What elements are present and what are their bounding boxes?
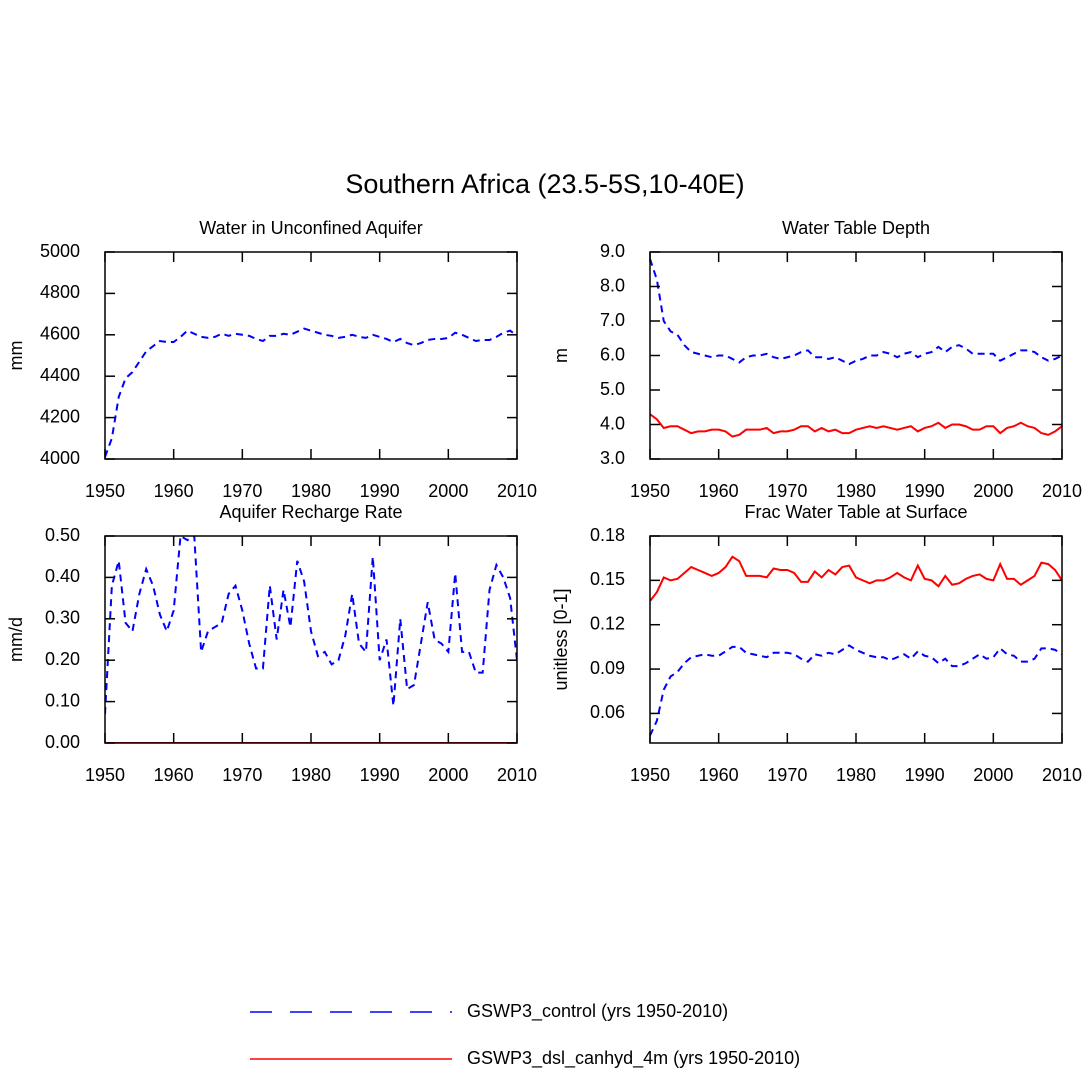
y-axis-label: mm xyxy=(6,341,26,371)
y-tick-label: 5000 xyxy=(40,241,80,261)
data-line xyxy=(105,536,517,715)
x-tick-label: 2010 xyxy=(1042,765,1082,785)
y-tick-label: 3.0 xyxy=(600,448,625,468)
x-tick-label: 1980 xyxy=(836,481,876,501)
x-tick-label: 1970 xyxy=(222,481,262,501)
y-axis-label: mm/d xyxy=(6,617,26,662)
panel-title: Aquifer Recharge Rate xyxy=(219,502,402,522)
x-tick-label: 1950 xyxy=(85,765,125,785)
y-tick-label: 4800 xyxy=(40,282,80,302)
x-tick-label: 1980 xyxy=(291,765,331,785)
y-tick-label: 6.0 xyxy=(600,344,625,364)
y-tick-label: 0.50 xyxy=(45,525,80,545)
x-tick-label: 1990 xyxy=(360,481,400,501)
y-axis-label: unitless [0-1] xyxy=(551,588,571,690)
y-tick-label: 4600 xyxy=(40,324,80,344)
figure-title: Southern Africa (23.5-5S,10-40E) xyxy=(345,169,744,199)
y-tick-label: 0.06 xyxy=(590,702,625,722)
x-tick-label: 2000 xyxy=(973,481,1013,501)
x-tick-label: 2010 xyxy=(497,481,537,501)
y-tick-label: 4200 xyxy=(40,406,80,426)
x-tick-label: 1960 xyxy=(699,481,739,501)
data-line xyxy=(650,413,1062,438)
y-tick-label: 0.00 xyxy=(45,732,80,752)
panel-title: Water Table Depth xyxy=(782,218,930,238)
y-tick-label: 0.10 xyxy=(45,690,80,710)
y-tick-label: 4400 xyxy=(40,365,80,385)
y-tick-label: 0.12 xyxy=(590,613,625,633)
y-tick-label: 0.18 xyxy=(590,525,625,545)
x-tick-label: 2000 xyxy=(428,481,468,501)
x-tick-label: 1960 xyxy=(699,765,739,785)
x-tick-label: 1950 xyxy=(85,481,125,501)
data-line xyxy=(105,327,517,458)
x-tick-label: 1990 xyxy=(905,765,945,785)
data-line xyxy=(650,258,1062,366)
x-tick-label: 2000 xyxy=(973,765,1013,785)
x-tick-label: 1990 xyxy=(360,765,400,785)
y-tick-label: 5.0 xyxy=(600,379,625,399)
y-tick-label: 4000 xyxy=(40,448,80,468)
x-tick-label: 1970 xyxy=(222,765,262,785)
legend-label: GSWP3_dsl_canhyd_4m (yrs 1950-2010) xyxy=(467,1048,800,1069)
y-tick-label: 4.0 xyxy=(600,413,625,433)
x-tick-label: 1960 xyxy=(154,765,194,785)
y-tick-label: 7.0 xyxy=(600,310,625,330)
y-axis-label: m xyxy=(551,348,571,363)
x-tick-label: 1960 xyxy=(154,481,194,501)
y-tick-label: 0.30 xyxy=(45,608,80,628)
panel-title: Frac Water Table at Surface xyxy=(744,502,967,522)
data-line xyxy=(650,555,1062,602)
y-tick-label: 8.0 xyxy=(600,275,625,295)
y-tick-label: 9.0 xyxy=(600,241,625,261)
y-tick-label: 0.15 xyxy=(590,569,625,589)
y-tick-label: 0.20 xyxy=(45,649,80,669)
x-tick-label: 1970 xyxy=(767,765,807,785)
x-tick-label: 2010 xyxy=(1042,481,1082,501)
y-tick-label: 0.09 xyxy=(590,658,625,678)
x-tick-label: 1990 xyxy=(905,481,945,501)
y-tick-label: 0.40 xyxy=(45,566,80,586)
x-tick-label: 1980 xyxy=(291,481,331,501)
x-tick-label: 2000 xyxy=(428,765,468,785)
x-tick-label: 2010 xyxy=(497,765,537,785)
legend-label: GSWP3_control (yrs 1950-2010) xyxy=(467,1001,728,1022)
x-tick-label: 1950 xyxy=(630,765,670,785)
x-tick-label: 1970 xyxy=(767,481,807,501)
x-tick-label: 1950 xyxy=(630,481,670,501)
x-tick-label: 1980 xyxy=(836,765,876,785)
panel-title: Water in Unconfined Aquifer xyxy=(199,218,422,238)
